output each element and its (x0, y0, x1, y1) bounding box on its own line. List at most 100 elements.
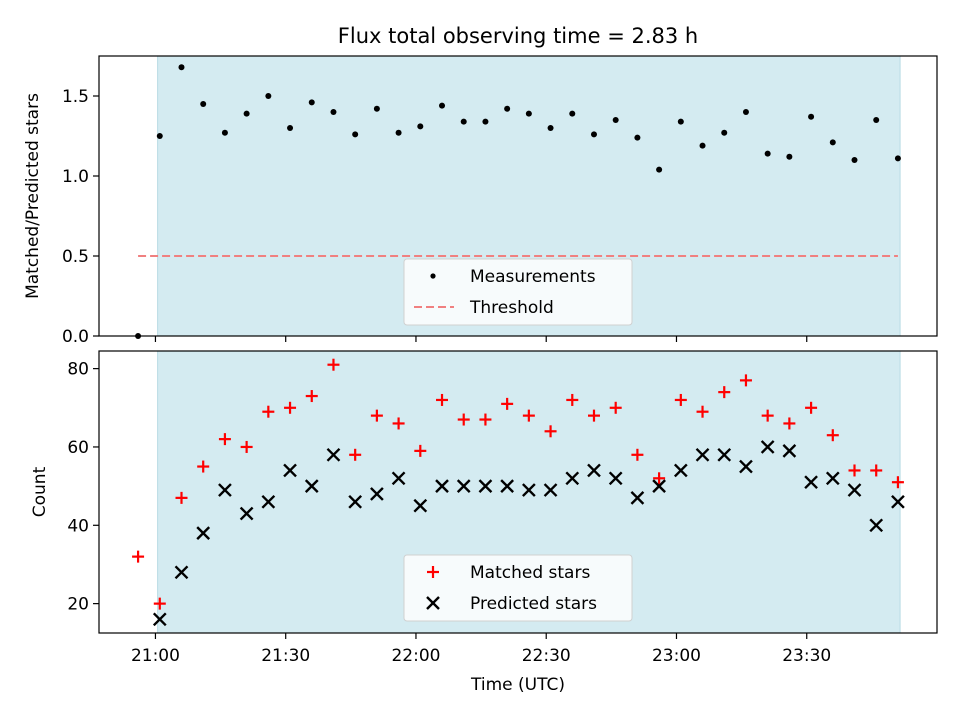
matched-star-point (436, 393, 449, 406)
top-y-tick-label: 0.0 (62, 327, 89, 347)
matched-star-point (305, 390, 318, 403)
matched-star-point (522, 409, 535, 422)
predicted-star-point (456, 479, 471, 493)
measurement-point (417, 123, 424, 130)
measurement-point (308, 99, 315, 106)
bottom-x-ticks: 21:00 21:30 22:00 22:30 23:00 23:30 (131, 633, 831, 666)
measurement-point (330, 109, 337, 115)
predicted-star-point (587, 463, 601, 478)
bottom-y-tick-label: 60 (67, 438, 89, 458)
measurement-point (156, 133, 163, 139)
matched-star-point (284, 401, 297, 414)
legend-measurements-label: Measurements (470, 267, 596, 287)
predicted-star-point (869, 518, 884, 533)
predicted-star-point (652, 479, 666, 493)
matched-star-point (197, 460, 210, 473)
matched-star-point (653, 472, 666, 485)
measurement-point (287, 125, 294, 131)
matched-star-point (544, 425, 557, 438)
predicted-star-point (152, 612, 167, 627)
predicted-star-point (630, 491, 645, 505)
top-y-tick-label: 1.5 (62, 87, 89, 107)
predicted-star-point (348, 494, 363, 509)
predicted-star-point (717, 447, 732, 462)
legend-threshold-label: Threshold (469, 298, 554, 318)
predicted-star-point (218, 483, 232, 497)
measurement-point (721, 129, 728, 136)
matched-star-point (848, 464, 861, 477)
bottom-y-ticks: 20 40 60 80 (67, 360, 99, 615)
matched-star-point (175, 491, 188, 504)
matched-star-point (501, 397, 514, 410)
measurement-point (525, 110, 532, 117)
predicted-star-point (847, 483, 862, 497)
measurement-point (764, 150, 771, 157)
predicted-star-point (435, 479, 449, 493)
top-axes-frame (98, 55, 938, 337)
predicted-star-point (608, 471, 623, 486)
measurement-point (873, 117, 880, 123)
matched-star-point (761, 409, 774, 422)
measurement-point (786, 153, 793, 160)
predicted-star-point (326, 447, 341, 462)
matched-star-point (414, 444, 427, 457)
chart-title: Flux total observing time = 2.83 h (338, 24, 698, 48)
predicted-star-point (825, 471, 840, 486)
matched-star-point (718, 386, 731, 399)
top-y-tick-label: 1.0 (62, 167, 89, 187)
matched-star-point (739, 374, 752, 387)
bottom-x-tick-label: 22:00 (391, 646, 440, 666)
predicted-star-point (196, 526, 211, 540)
top-y-tick-label: 0.5 (62, 247, 89, 267)
matched-star-point (457, 413, 470, 426)
predicted-star-point (804, 475, 818, 490)
measurement-point (243, 110, 250, 117)
matched-star-point (349, 448, 362, 461)
measurement-point (612, 117, 619, 123)
matched-star-points (132, 358, 904, 610)
matched-star-point (609, 401, 622, 414)
predicted-star-point (478, 479, 493, 493)
predicted-star-point (391, 471, 406, 486)
matched-star-point (327, 358, 340, 371)
matched-star-point (696, 405, 709, 418)
predicted-star-point (261, 494, 276, 509)
predicted-star-point (760, 440, 775, 454)
top-y-ticks: 0.0 0.5 1.0 1.5 (62, 87, 99, 347)
matched-star-point (631, 448, 644, 461)
measurement-point (547, 125, 554, 131)
matched-star-point (826, 429, 839, 442)
matched-star-point (132, 550, 145, 563)
bottom-legend-box (403, 554, 633, 622)
measurement-point (395, 129, 402, 136)
predicted-star-point (782, 444, 797, 458)
predicted-star-point (304, 479, 319, 493)
bottom-y-tick-label: 80 (67, 360, 89, 380)
top-panel: 0.0 0.5 1.0 1.5 Flux total observing time =… (23, 24, 938, 347)
bottom-x-tick-label: 23:00 (652, 646, 701, 666)
x-axis-label: Time (UTC) (470, 675, 565, 695)
matched-star-point (392, 417, 405, 430)
matched-star-point (783, 417, 796, 430)
measurement-point (894, 155, 901, 162)
bottom-y-tick-label: 20 (67, 595, 89, 615)
predicted-star-point (695, 447, 710, 462)
bottom-legend: Matched stars Predicted stars (403, 554, 633, 622)
measurement-point (634, 134, 641, 141)
bottom-x-tick-label: 21:30 (261, 646, 310, 666)
measurement-point (482, 118, 489, 125)
measurement-point (221, 129, 228, 136)
measurement-point (373, 105, 380, 112)
matched-star-point (891, 476, 904, 489)
predicted-star-point (370, 487, 384, 501)
bottom-y-tick-label: 40 (67, 516, 89, 536)
measurement-point (590, 131, 597, 138)
predicted-star-point (891, 494, 905, 509)
matched-star-point (479, 413, 492, 426)
matched-star-point (674, 393, 687, 406)
measurement-point (699, 142, 706, 149)
predicted-star-points (152, 440, 905, 627)
matched-star-point (240, 440, 253, 453)
predicted-star-point (174, 565, 189, 580)
